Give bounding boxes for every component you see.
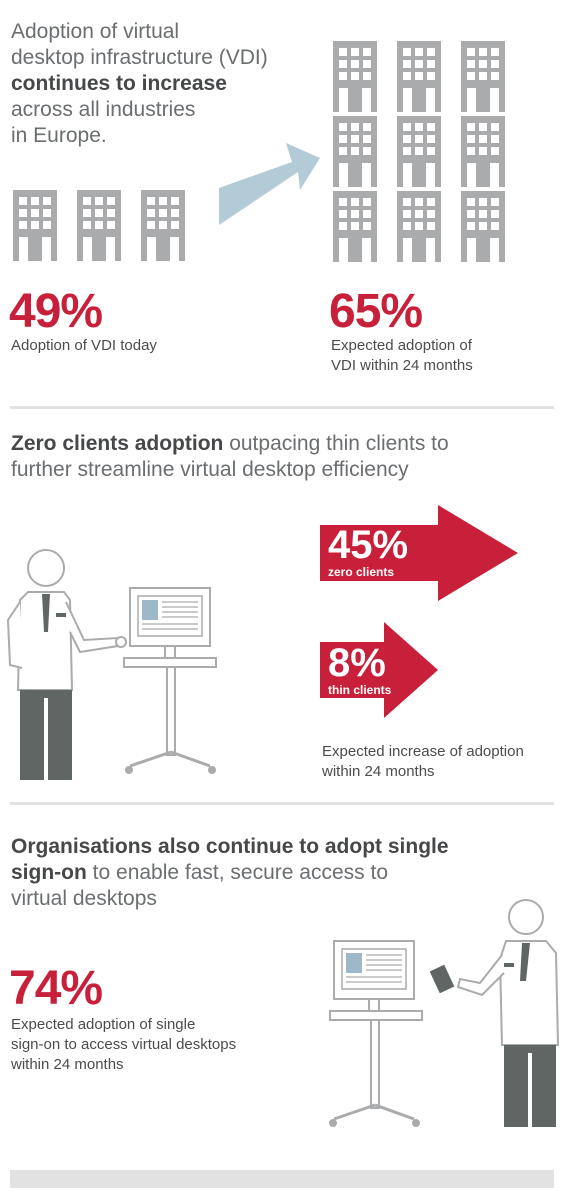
- section3-headline-bold-line1: Organisations also continue to adopt sin…: [11, 835, 449, 858]
- today-percentage: 49%: [9, 285, 103, 338]
- building-icon: [333, 116, 377, 187]
- section-divider: [10, 406, 554, 409]
- building-icon: [461, 41, 505, 112]
- building-icon: [13, 190, 57, 261]
- sso-illustration: [329, 899, 560, 1127]
- section1-headline-bold: continues to increase: [11, 72, 227, 95]
- sso-caption-line2: sign-on to access virtual desktops: [11, 1036, 237, 1053]
- zero-clients-percentage: 45%: [328, 523, 409, 567]
- section1-headline-line4: across all industries: [11, 98, 196, 121]
- section3-headline: Organisations also continue to adopt sin…: [11, 834, 556, 912]
- building-icon: [333, 191, 377, 262]
- sso-percentage: 74%: [9, 962, 103, 1015]
- growth-arrow-icon: [219, 143, 320, 225]
- sso-caption-line1: Expected adoption of single: [11, 1016, 196, 1033]
- zero-clients-arrow-icon: [320, 505, 518, 601]
- future-caption-line2: VDI within 24 months: [331, 357, 473, 374]
- thin-clients-arrow-icon: [320, 622, 438, 718]
- section1-headline: Adoption of virtual desktop infrastructu…: [11, 19, 311, 149]
- buildings-illustration: [13, 41, 505, 262]
- section2-headline-bold: Zero clients adoption: [11, 432, 224, 455]
- sso-caption: Expected adoption of single sign-on to a…: [11, 1015, 236, 1075]
- building-icon: [141, 190, 185, 261]
- thin-clients-percentage: 8%: [328, 641, 386, 685]
- building-icon: [397, 191, 441, 262]
- doctor-workstation-illustration: [6, 549, 217, 780]
- section2-headline-line2: further streamline virtual desktop effic…: [11, 458, 409, 481]
- footer-bar: [10, 1170, 554, 1188]
- section1-headline-line1: Adoption of virtual: [11, 20, 180, 43]
- building-icon: [461, 116, 505, 187]
- building-icon: [461, 191, 505, 262]
- today-caption: Adoption of VDI today: [11, 337, 157, 354]
- section1-headline-line2: desktop infrastructure (VDI): [11, 46, 268, 69]
- section2-headline-rest: outpacing thin clients to: [223, 432, 449, 455]
- section2-headline: Zero clients adoption outpacing thin cli…: [11, 431, 551, 483]
- section-divider: [10, 802, 554, 805]
- thin-clients-stat: 8% thin clients: [328, 643, 391, 697]
- future-caption-line1: Expected adoption of: [331, 337, 472, 354]
- building-icon: [333, 41, 377, 112]
- zero-clients-stat: 45% zero clients: [328, 525, 408, 579]
- section3-headline-rest: to enable fast, secure access to: [86, 861, 388, 884]
- building-icon: [397, 116, 441, 187]
- future-percentage: 65%: [329, 285, 423, 338]
- zero-clients-label: zero clients: [328, 565, 395, 579]
- section2-caption-line1: Expected increase of adoption: [322, 743, 524, 760]
- section2-caption: Expected increase of adoption within 24 …: [322, 742, 524, 782]
- thin-clients-label: thin clients: [328, 683, 392, 697]
- section3-headline-bold-line2: sign-on: [11, 861, 87, 884]
- section1-headline-line5: in Europe.: [11, 124, 107, 147]
- section3-headline-line3: virtual desktops: [11, 887, 157, 910]
- building-icon: [397, 41, 441, 112]
- sso-caption-line3: within 24 months: [11, 1056, 124, 1073]
- section2-caption-line2: within 24 months: [322, 763, 435, 780]
- building-icon: [77, 190, 121, 261]
- future-caption: Expected adoption of VDI within 24 month…: [331, 336, 473, 376]
